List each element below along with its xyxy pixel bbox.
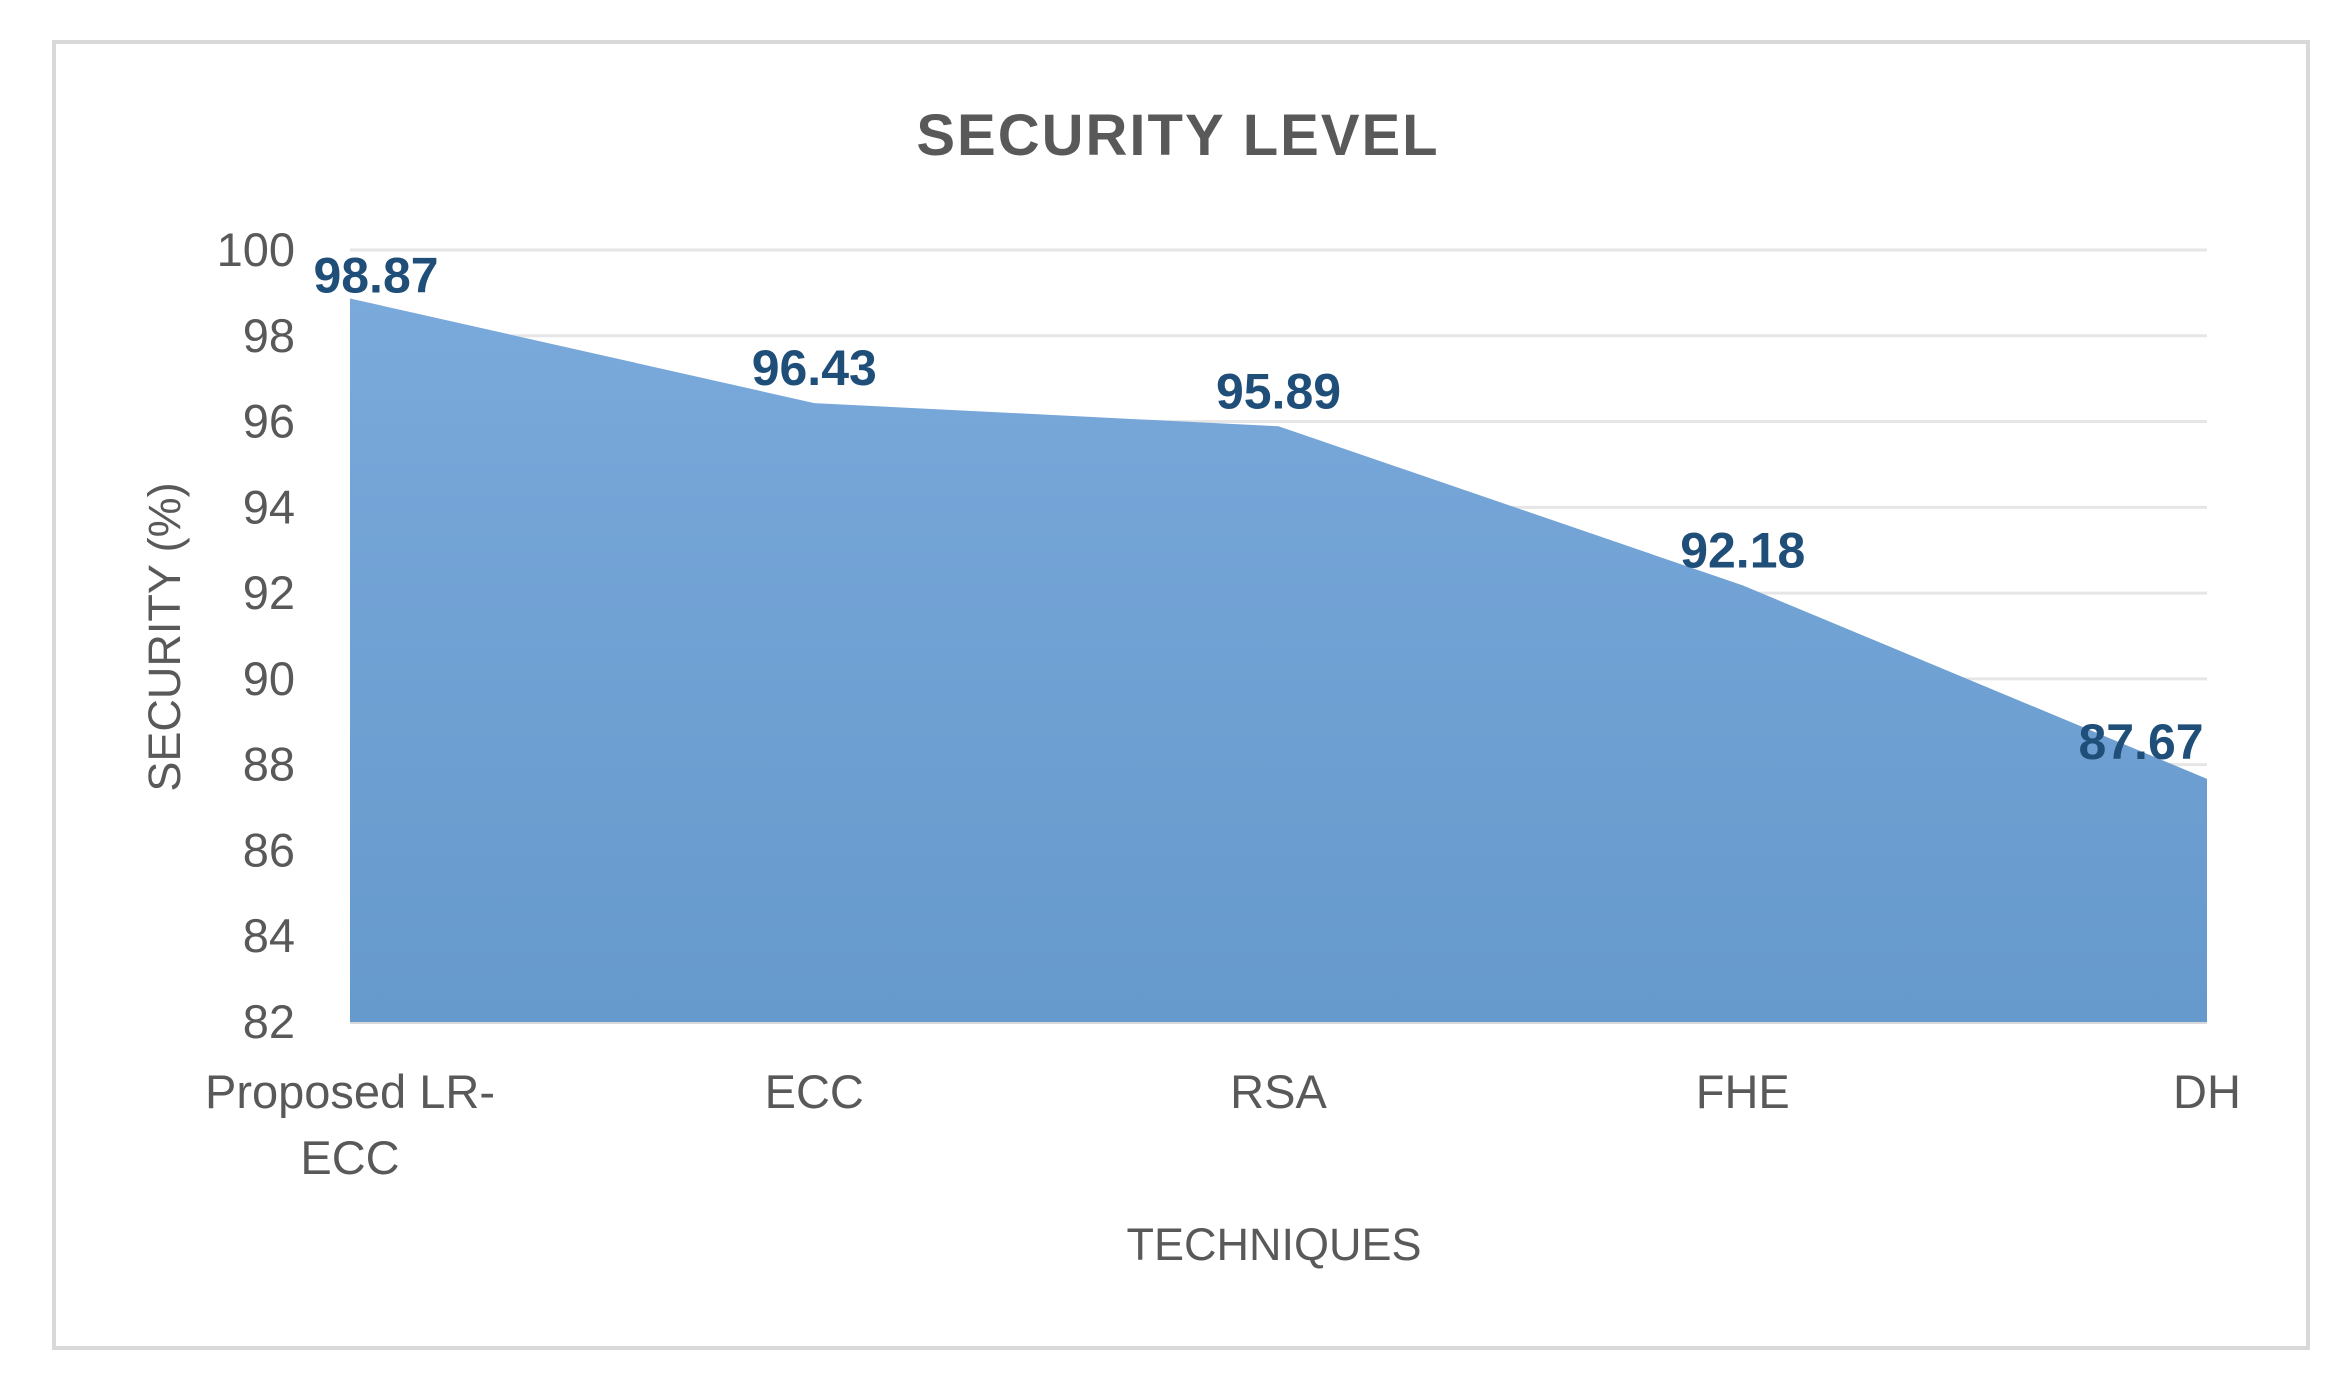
x-tick-label: RSA: [1230, 1065, 1327, 1118]
y-tick-label: 82: [243, 995, 295, 1048]
y-axis-ticks: 82 84 86 88 90 92 94 96 98 100: [217, 223, 295, 1048]
y-tick-label: 98: [243, 309, 295, 362]
x-tick-label: Proposed LR-ECC: [205, 1065, 495, 1184]
data-label: 92.18: [1680, 522, 1805, 578]
y-tick-label: 88: [243, 738, 295, 791]
data-labels: 98.87 96.43 95.89 92.18 87.67: [313, 247, 2203, 769]
x-axis-label: TECHNIQUES: [1126, 1219, 1421, 1270]
x-tick-label: ECC: [765, 1065, 864, 1118]
y-tick-label: 84: [243, 909, 295, 962]
data-label: 87.67: [2078, 714, 2203, 770]
x-tick-label: FHE: [1696, 1065, 1790, 1118]
x-axis-ticks: Proposed LR-ECC ECC RSA FHE DH: [205, 1065, 2241, 1184]
data-label: 95.89: [1216, 363, 1341, 419]
x-tick-label: DH: [2173, 1065, 2241, 1118]
y-tick-label: 92: [243, 566, 295, 619]
chart-title: SECURITY LEVEL: [916, 103, 1439, 168]
y-tick-label: 96: [243, 395, 295, 448]
data-label: 96.43: [752, 340, 877, 396]
y-tick-label: 100: [217, 223, 295, 276]
y-axis-label: SECURITY (%): [139, 482, 190, 791]
area-fill: [350, 298, 2207, 1022]
data-label: 98.87: [313, 247, 438, 303]
y-tick-label: 86: [243, 823, 295, 876]
area-series: [349, 298, 2208, 1022]
y-tick-label: 90: [243, 652, 295, 705]
y-tick-label: 94: [243, 480, 295, 533]
